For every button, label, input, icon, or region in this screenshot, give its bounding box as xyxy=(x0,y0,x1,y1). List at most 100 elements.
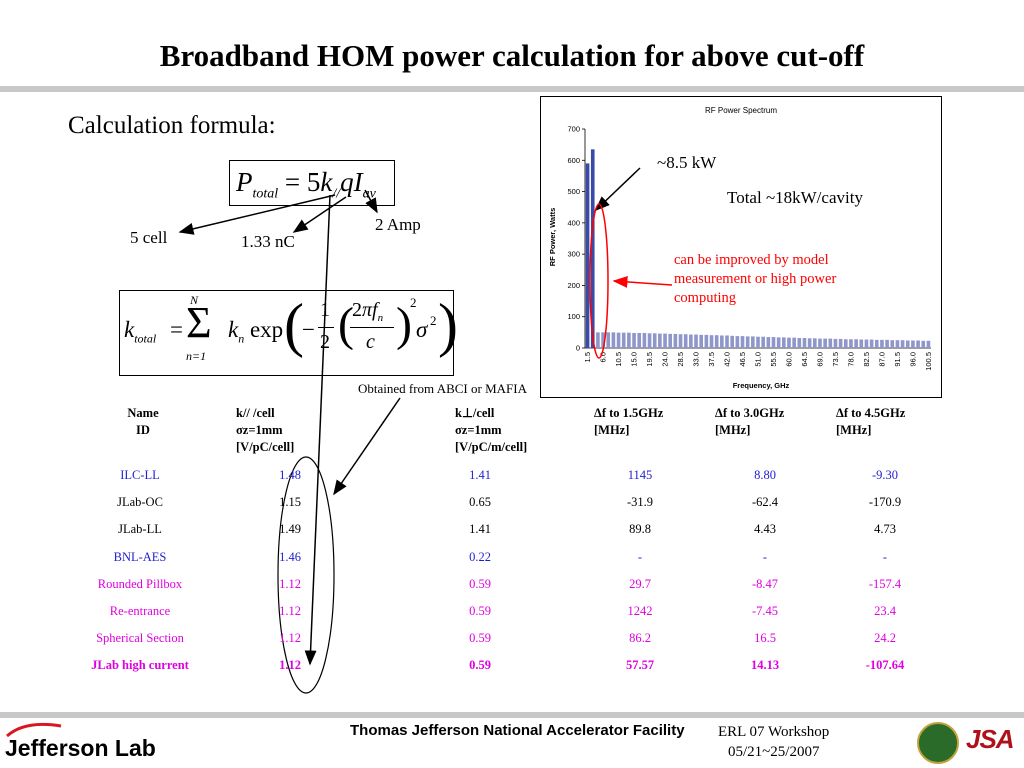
arrow-charge xyxy=(292,196,347,233)
table-cell-name: ILC-LL xyxy=(120,468,160,482)
chart-bar xyxy=(880,339,884,348)
table-cell-d15: 57.57 xyxy=(625,658,655,673)
chart-bar xyxy=(885,339,889,348)
y-tick-label: 600 xyxy=(567,156,580,165)
chart-bar xyxy=(828,338,833,348)
table-cell-d15: 86.2 xyxy=(629,631,651,646)
chart-bar xyxy=(756,336,760,348)
chart-bar xyxy=(823,338,827,348)
formula-ktotal: ktotal = N Σ n=1 kn exp ( − 1 2 ( 2πfn c… xyxy=(119,290,458,376)
x-tick-label: 91.5 xyxy=(893,352,902,367)
chart-bar xyxy=(725,335,729,348)
table-cell-name: JLab-LL xyxy=(118,522,162,537)
chart-bar xyxy=(694,334,698,348)
x-tick-label: 1.5 xyxy=(583,352,592,362)
table-cell-name: Rounded Pillbox xyxy=(97,576,183,591)
table-cell-k_perp: 1.41 xyxy=(469,468,491,482)
table-cell-name: Spherical Section xyxy=(96,631,184,646)
chart-bar xyxy=(771,337,776,348)
table-cell-d15: - xyxy=(637,549,643,564)
chart-bar xyxy=(585,163,590,348)
arrow-current xyxy=(364,189,378,214)
chart-bar xyxy=(905,340,910,348)
x-tick-label: 42.0 xyxy=(723,352,732,367)
chart-bar xyxy=(797,337,802,348)
chart-bar xyxy=(621,332,626,348)
table-cell-name: JLab-OC xyxy=(117,495,163,510)
abci-note: Obtained from ABCI or MAFIA xyxy=(358,381,527,396)
table-cell-name: JLab high current xyxy=(91,658,189,673)
y-tick-label: 400 xyxy=(567,218,580,227)
x-tick-label: 96.0 xyxy=(908,352,917,367)
chart-bar xyxy=(714,335,719,348)
chart-bar xyxy=(792,337,796,348)
chart-plot-area: 0 100 200 300 400 500 600 700 1.5 6.0 10.5 15.0 19.5… xyxy=(567,125,932,371)
table-cell-d30: -8.47 xyxy=(751,576,779,591)
x-tick-label: 69.0 xyxy=(815,352,824,367)
jefferson-lab-logo: Jefferson Lab xyxy=(5,735,156,761)
jsa-logo: JSA xyxy=(966,724,1015,754)
chart-bar xyxy=(611,332,616,348)
chart-bar xyxy=(647,333,652,348)
improvement-note: can be improved by model measurement or … xyxy=(674,252,837,306)
table-cell-d30: - xyxy=(762,549,768,564)
chart-bar xyxy=(849,339,853,348)
table-cell-d45: 24.2 xyxy=(874,631,896,646)
x-tick-label: 24.0 xyxy=(661,352,670,367)
charge-label: 1.33 nC xyxy=(241,232,295,251)
jlab-swoosh-icon xyxy=(6,722,62,738)
table-cell-d45: -9.30 xyxy=(871,468,899,482)
table-cell-k_perp: 0.65 xyxy=(469,495,491,510)
y-tick-label: 300 xyxy=(567,250,580,259)
chart-bar xyxy=(735,336,740,348)
chart-bar xyxy=(616,332,621,348)
chart-bar xyxy=(601,332,605,348)
chart-bar xyxy=(807,338,812,348)
total-power-label: Total ~18kW/cavity xyxy=(727,188,863,207)
table-cell-d45: -107.64 xyxy=(865,658,905,673)
table-cell-k_perp: 0.59 xyxy=(469,658,491,673)
table-cell-k_par: 1.46 xyxy=(279,549,301,564)
chart-bar xyxy=(812,338,817,348)
chart-bar xyxy=(720,335,724,348)
x-tick-label: 6.0 xyxy=(599,352,608,362)
table-cell-d30: 4.43 xyxy=(754,522,776,537)
chart-bar xyxy=(596,332,600,348)
chart-svg: RF Power Spectrum Frequency, GHz RF Powe… xyxy=(548,106,933,390)
table-cell-k_par: 1.12 xyxy=(279,576,301,591)
table-cell-name: BNL-AES xyxy=(113,549,167,564)
table-cell-k_par: 1.49 xyxy=(279,522,301,537)
x-tick-label: 64.5 xyxy=(800,352,809,367)
chart-y-axis-label: RF Power, Watts xyxy=(548,208,557,266)
chart-bar xyxy=(632,332,636,348)
x-tick-label: 55.5 xyxy=(769,352,778,367)
header-col-4: Δf to 3.0GHz [MHz] xyxy=(715,406,785,437)
x-tick-label: 82.5 xyxy=(862,352,871,367)
table-cell-d15: -31.9 xyxy=(626,495,654,510)
table-cell-k_perp: 0.59 xyxy=(469,631,491,646)
footer-divider xyxy=(0,712,1024,718)
chart-bar xyxy=(704,334,709,348)
y-tick-label: 100 xyxy=(567,312,580,321)
y-tick-label: 0 xyxy=(576,344,580,353)
table-cell-k_par: 1.12 xyxy=(279,658,301,673)
chart-bar xyxy=(859,339,864,348)
chart-bar xyxy=(683,334,688,348)
chart-bar xyxy=(818,338,822,348)
chart-bar xyxy=(652,333,657,348)
x-tick-label: 19.5 xyxy=(645,352,654,367)
peak-power-label: ~8.5 kW xyxy=(657,153,717,172)
table-cell-k_par: 1.48 xyxy=(279,468,301,482)
chart-bar xyxy=(730,335,734,348)
chart-bar xyxy=(895,340,900,348)
x-tick-label: 87.0 xyxy=(877,352,886,367)
page-title: Broadband HOM power calculation for abov… xyxy=(159,38,865,73)
table-cell-d15: 1145 xyxy=(627,468,653,482)
chart-bar xyxy=(838,338,843,348)
x-tick-label: 33.0 xyxy=(692,352,701,367)
chart-bar xyxy=(874,339,879,348)
table-cell-k_perp: 0.22 xyxy=(469,549,491,564)
table-cell-d30: -7.45 xyxy=(751,604,779,618)
x-tick-label: 37.5 xyxy=(707,352,716,367)
formula-ptotal: Ptotal = 5k//qIav xyxy=(229,160,395,206)
